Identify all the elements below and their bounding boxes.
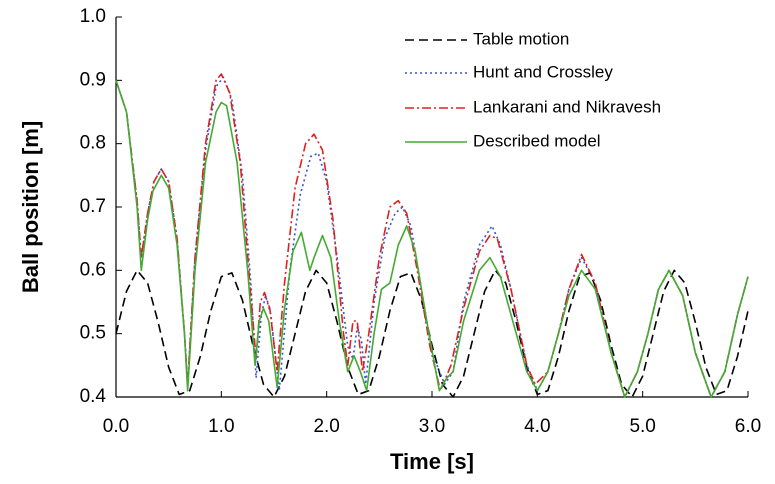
x-tick-label: 2.0 — [313, 416, 339, 437]
series-line — [115, 80, 749, 398]
y-tick-label: 1.0 — [80, 6, 106, 27]
x-axis-title: Time [s] — [390, 449, 474, 474]
legend-label: Table motion — [473, 29, 569, 48]
y-tick-label: 0.6 — [80, 259, 106, 280]
x-tick-label: 0.0 — [103, 416, 129, 437]
legend-label: Lankarani and Nikravesh — [473, 97, 661, 116]
x-tick-label: 6.0 — [735, 416, 761, 437]
y-axis-title: Ball position [m] — [18, 121, 43, 293]
y-tick-label: 0.8 — [80, 133, 106, 154]
x-tick-label: 4.0 — [524, 416, 550, 437]
series-line — [115, 269, 749, 398]
y-tick-label: 0.7 — [80, 196, 106, 217]
legend-label: Hunt and Crossley — [473, 62, 613, 81]
y-tick-label: 0.5 — [80, 323, 106, 344]
x-tick-label: 3.0 — [419, 416, 445, 437]
x-tick-label: 5.0 — [629, 416, 655, 437]
y-tick-label: 0.9 — [80, 69, 106, 90]
x-tick-label: 1.0 — [208, 416, 234, 437]
legend-label: Described model — [473, 131, 601, 150]
y-tick-label: 0.4 — [80, 386, 107, 407]
